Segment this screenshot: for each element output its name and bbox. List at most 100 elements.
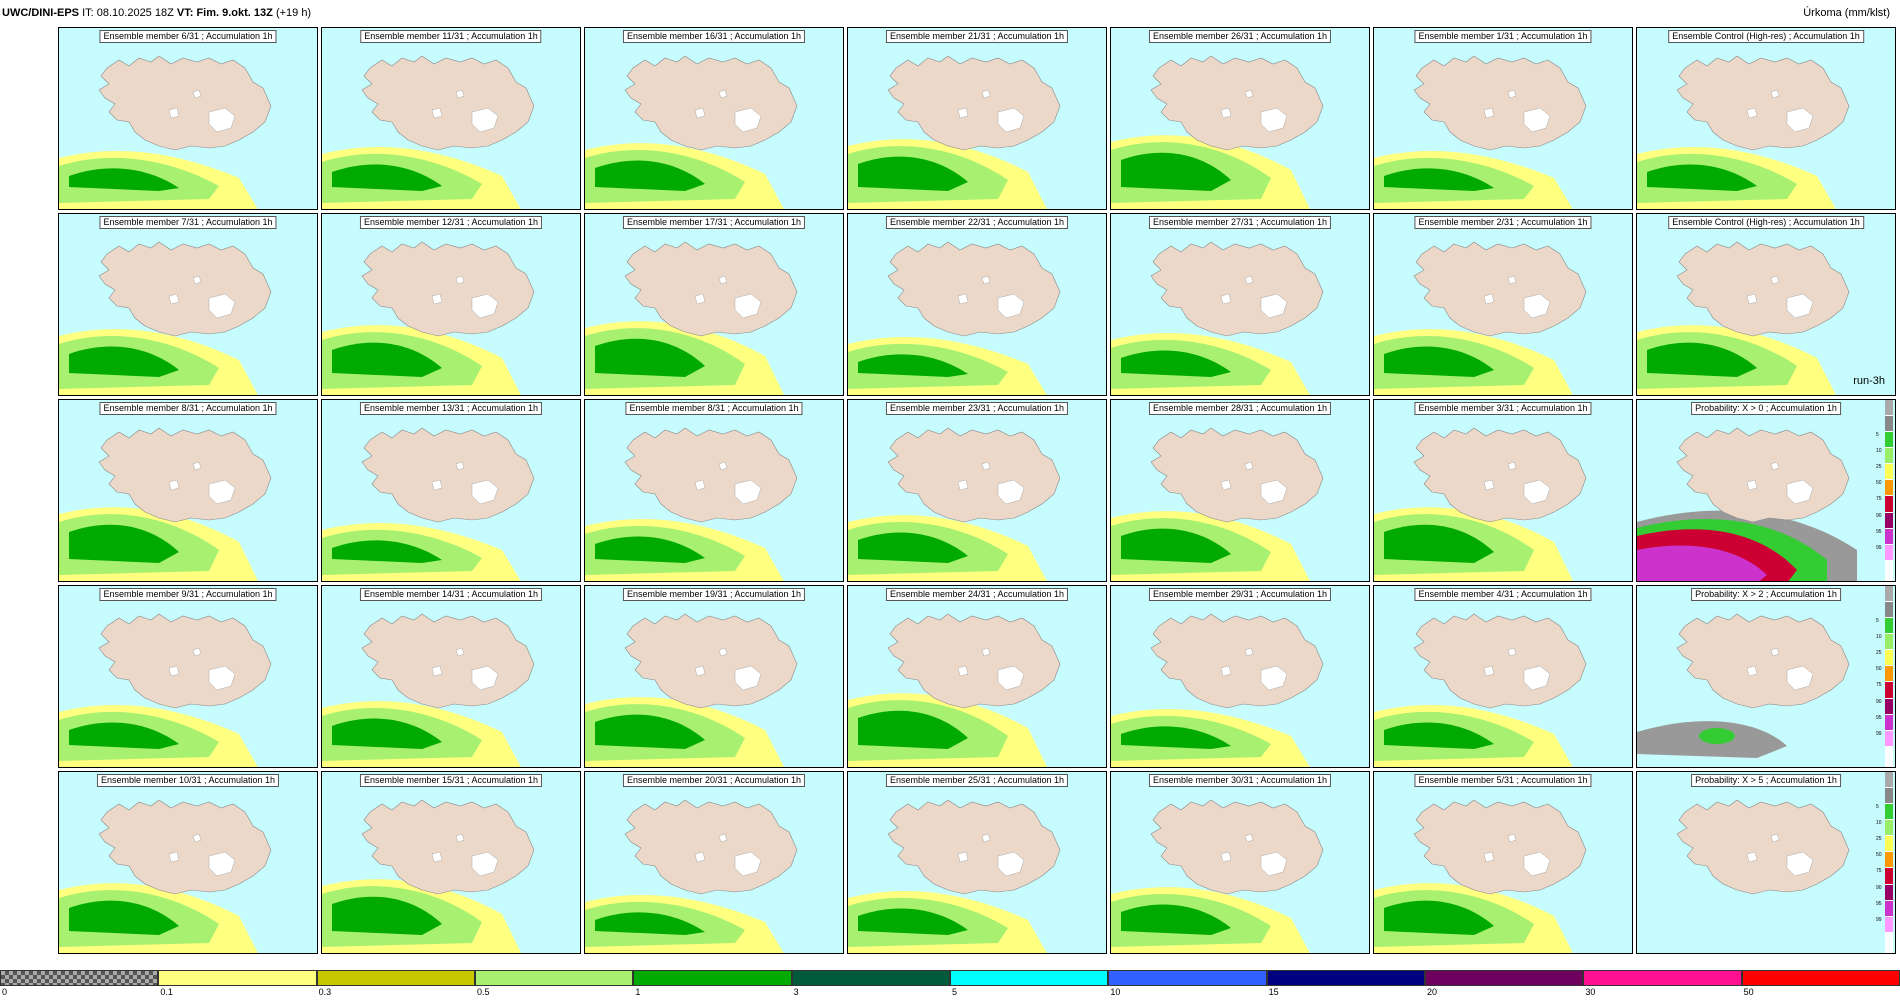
colorbar-tick: 1 (635, 987, 641, 997)
rain-heavy (332, 718, 442, 749)
iceland-map (59, 613, 272, 767)
iceland-land (1150, 613, 1324, 709)
it-value: 08.10.2025 18Z (96, 7, 174, 19)
vt-label: VT: (176, 7, 194, 19)
probability-legend-label: 75 (1876, 868, 1882, 875)
colorbar-tick: 20 (1427, 987, 1438, 997)
run-label: run-3h (1853, 375, 1885, 387)
glacier (471, 107, 499, 133)
map-panel: Ensemble member 8/31 ; Accumulation 1h (584, 399, 844, 582)
map-panel: Ensemble member 21/31 ; Accumulation 1h (847, 27, 1107, 210)
iceland-land (1676, 427, 1850, 523)
map-panel: Ensemble member 6/31 ; Accumulation 1h (58, 27, 318, 210)
glacier (1786, 107, 1814, 133)
map-panel: Ensemble Control (High-res) ; Accumulati… (1636, 213, 1896, 396)
probability-legend-label: 95 (1876, 528, 1882, 535)
glacier (1746, 107, 1758, 119)
probability-legend-label: 25 (1876, 836, 1882, 843)
colorbar-segment (316, 970, 475, 986)
glacier (1523, 665, 1551, 691)
glacier (455, 647, 465, 657)
glacier (957, 479, 969, 491)
panel-title: Ensemble member 26/31 ; Accumulation 1h (1148, 30, 1332, 43)
glacier (1770, 833, 1780, 843)
rain-heavy (1647, 164, 1757, 191)
rain-heavy (332, 342, 442, 377)
glacier (957, 107, 969, 119)
colorbar-segment (1108, 970, 1267, 986)
glacier (1483, 107, 1495, 119)
iceland-map (585, 799, 798, 953)
probability-legend: 5 10 25 50 75 90 95 99 (1876, 772, 1893, 953)
map-panel: Ensemble member 22/31 ; Accumulation 1h (847, 213, 1107, 396)
probability-legend-swatch: 99 (1876, 916, 1893, 933)
rain-heavy (332, 540, 442, 563)
probability-legend-swatch: 5 (1876, 804, 1893, 821)
iceland-land (1676, 241, 1850, 337)
probability-legend-swatch: 5 (1876, 618, 1893, 635)
glacier (981, 275, 991, 285)
glacier (1244, 275, 1254, 285)
glacier (1523, 107, 1551, 133)
iceland-map (1637, 613, 1850, 758)
map-panel: Ensemble member 17/31 ; Accumulation 1h (584, 213, 844, 396)
lead-time: (+19 h) (275, 7, 312, 19)
probability-legend-label: 50 (1876, 480, 1882, 487)
rain-heavy (69, 524, 179, 563)
glacier (168, 851, 180, 863)
glacier (168, 479, 180, 491)
glacier (1786, 479, 1814, 505)
map-panel: Ensemble member 27/31 ; Accumulation 1h (1110, 213, 1370, 396)
iceland-land (1150, 241, 1324, 337)
rain-heavy (595, 338, 705, 377)
map-panel: Ensemble member 28/31 ; Accumulation 1h (1110, 399, 1370, 582)
probability-legend-swatch: 90 (1876, 698, 1893, 715)
panel-title: Ensemble member 12/31 ; Accumulation 1h (359, 216, 543, 229)
colorbar-tick: 50 (1743, 987, 1754, 997)
glacier (734, 851, 762, 877)
probability-legend-swatch: 75 (1876, 868, 1893, 885)
vt-value: Fim. 9.okt. 13Z (196, 7, 273, 19)
glacier (431, 107, 443, 119)
probability-legend-label: 50 (1876, 852, 1882, 859)
panel-title: Ensemble member 27/31 ; Accumulation 1h (1148, 216, 1332, 229)
panel-title: Ensemble member 5/31 ; Accumulation 1h (1414, 774, 1592, 787)
iceland-land (361, 427, 535, 523)
glacier (1260, 107, 1288, 133)
iceland-map (1637, 427, 1857, 581)
rain-heavy (595, 912, 705, 935)
glacier (1260, 293, 1288, 319)
map-panel: Ensemble member 29/31 ; Accumulation 1h (1110, 585, 1370, 768)
glacier (718, 89, 728, 99)
glacier (208, 107, 236, 133)
glacier (1260, 851, 1288, 877)
glacier (997, 293, 1025, 319)
glacier (997, 851, 1025, 877)
iceland-land (624, 799, 798, 895)
probability-legend-swatch: 50 (1876, 666, 1893, 683)
iceland-map (1374, 241, 1587, 395)
panel-title: Ensemble member 6/31 ; Accumulation 1h (99, 30, 277, 43)
glacier (1244, 89, 1254, 99)
iceland-map (585, 55, 798, 209)
probability-legend-swatch: 10 (1876, 634, 1893, 651)
glacier (997, 665, 1025, 691)
iceland-land (1676, 55, 1850, 151)
probability-legend-swatch: 95 (1876, 900, 1893, 917)
iceland-land (361, 241, 535, 337)
colorbar-tick: 3 (793, 987, 799, 997)
probability-legend-swatch: 5 (1876, 432, 1893, 449)
iceland-map (1374, 613, 1587, 767)
glacier (1770, 275, 1780, 285)
panel-title: Probability: X > 0 ; Accumulation 1h (1691, 402, 1841, 415)
colorbar-tick: 15 (1268, 987, 1279, 997)
iceland-land (624, 427, 798, 523)
iceland-map (585, 427, 798, 581)
colorbar-segment (1583, 970, 1742, 986)
glacier (1786, 665, 1814, 691)
iceland-map (1637, 55, 1850, 209)
panel-title: Ensemble member 8/31 ; Accumulation 1h (625, 402, 803, 415)
glacier (1507, 275, 1517, 285)
rain-heavy (1384, 346, 1494, 377)
panel-title: Ensemble member 14/31 ; Accumulation 1h (359, 588, 543, 601)
